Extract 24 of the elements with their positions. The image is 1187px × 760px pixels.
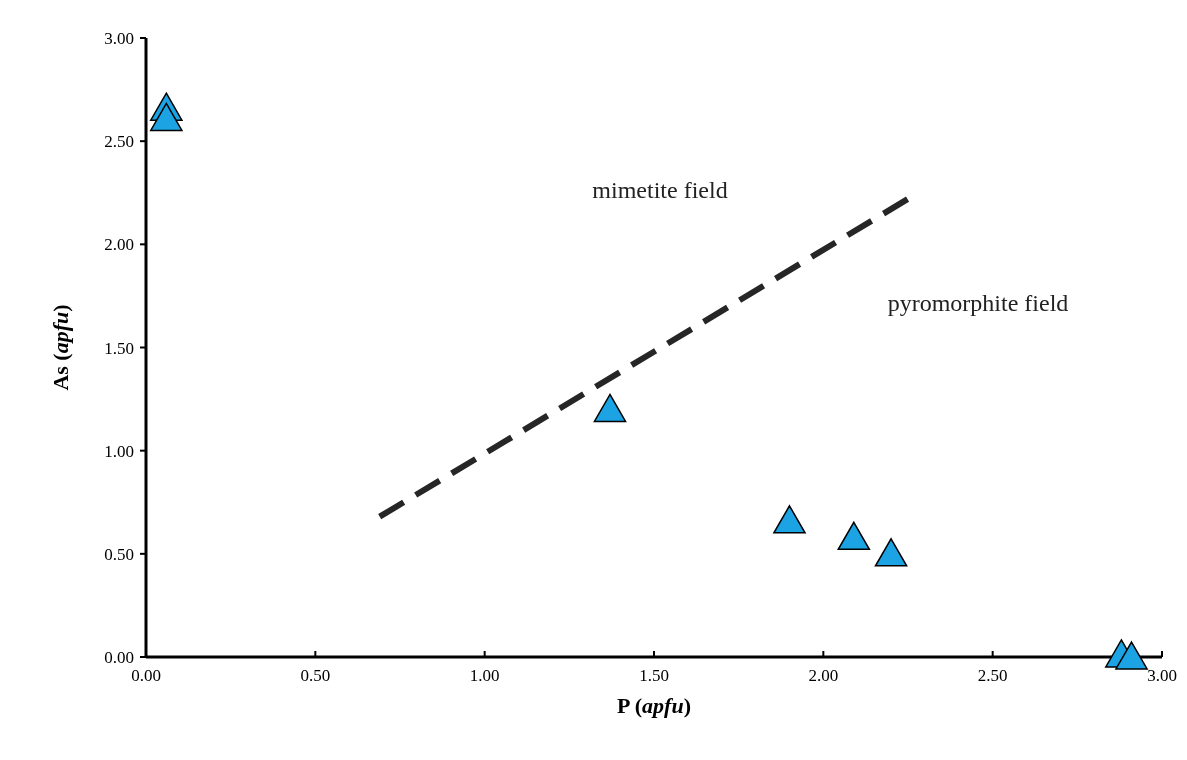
x-tick-label: 3.00 bbox=[1147, 666, 1177, 685]
x-tick-label: 2.00 bbox=[808, 666, 839, 685]
point bbox=[773, 505, 806, 534]
point bbox=[837, 521, 871, 551]
annotation: pyromorphite field bbox=[887, 289, 1069, 316]
y-axis-title: As (apfu) bbox=[48, 304, 73, 391]
x-tick-label: 0.00 bbox=[131, 666, 161, 685]
x-tick-label: 1.50 bbox=[639, 666, 669, 685]
x-tick-label: 1.00 bbox=[469, 666, 500, 685]
annotation: mimetite field bbox=[592, 176, 728, 203]
point bbox=[874, 538, 908, 567]
x-tick-label: 0.50 bbox=[300, 666, 331, 685]
y-tick-label: 1.00 bbox=[104, 441, 134, 461]
point bbox=[1115, 641, 1148, 670]
y-tick-label: 2.50 bbox=[104, 132, 134, 152]
y-tick-label: 0.00 bbox=[104, 648, 134, 667]
point bbox=[593, 393, 627, 423]
y-tick-label: 1.50 bbox=[104, 338, 134, 358]
point bbox=[150, 102, 183, 132]
x-tick-label: 2.50 bbox=[977, 666, 1008, 685]
y-tick-label: 2.00 bbox=[104, 235, 134, 255]
y-tick-label: 0.50 bbox=[104, 544, 134, 564]
y-tick-label: 3.00 bbox=[104, 29, 134, 48]
x-axis-title: P (apfu) bbox=[617, 693, 691, 718]
